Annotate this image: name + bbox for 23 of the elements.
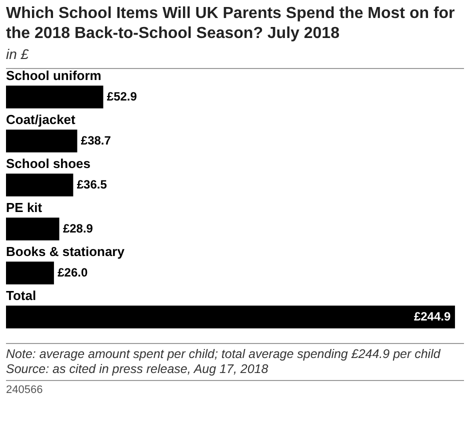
bar: [6, 306, 455, 328]
data-label: £26.0: [58, 265, 88, 280]
text: 240566: [5, 383, 44, 398]
bar: [6, 130, 78, 152]
data-label: £28.9: [62, 221, 94, 236]
text: Note: average amount spent per child; total average spending £244.9 per child: [6, 347, 442, 362]
data-label: £38.7: [80, 133, 112, 148]
data-label: £52.9: [106, 89, 138, 104]
bar: [6, 174, 74, 196]
y-tick-label: School shoes: [6, 156, 91, 172]
y-tick-label: School uniform: [6, 68, 102, 84]
y-tick-label: PE kit: [6, 200, 43, 216]
data-label: £244.9: [414, 309, 451, 324]
y-tick-label: Books & stationary: [6, 244, 126, 260]
chart-subtitle: in £: [6, 45, 30, 64]
bar: [6, 218, 60, 240]
chart-title: Which School Items Will UK Parents Spend the Most on for the 2018 Back-to-School Season? July 2018: [6, 4, 456, 44]
data-label: £36.5: [76, 177, 108, 192]
y-tick-label: Coat/jacket: [6, 112, 76, 128]
source-note: Source: as cited in press release, Aug 17, 2018: [6, 362, 270, 377]
y-tick-label: Total: [6, 288, 36, 304]
bar: [6, 86, 104, 108]
bar: [6, 262, 54, 284]
